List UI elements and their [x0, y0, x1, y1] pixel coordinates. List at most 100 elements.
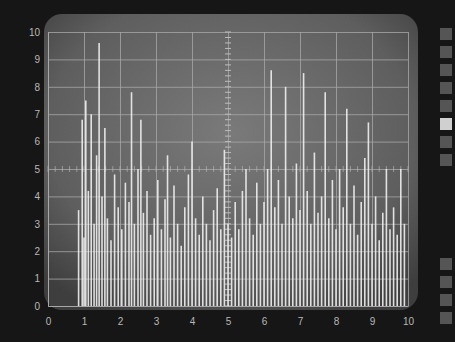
- minor-tick: [328, 166, 329, 172]
- tick-label: 6: [34, 136, 40, 147]
- tick: 3: [154, 32, 160, 327]
- minor-tick: [408, 166, 409, 172]
- minor-tick: [148, 166, 149, 172]
- tick-label: 8: [334, 316, 340, 327]
- minor-tick: [225, 125, 231, 126]
- tick-label: 2: [118, 316, 124, 327]
- spike: [364, 158, 366, 306]
- spike: [206, 224, 208, 306]
- minor-tick: [48, 166, 49, 172]
- x-axis: 012345678910: [46, 32, 415, 327]
- y-axis: 012345678910: [29, 27, 408, 312]
- minor-tick: [278, 166, 279, 172]
- minor-tick: [225, 42, 231, 43]
- spike: [143, 213, 145, 306]
- minor-tick: [225, 130, 231, 131]
- spike: [128, 202, 130, 306]
- minor-tick: [343, 166, 344, 172]
- minor-tick: [225, 152, 231, 153]
- minor-tick: [225, 32, 231, 33]
- grid-line: [48, 306, 408, 307]
- minor-tick: [225, 158, 231, 159]
- graticule: [48, 32, 408, 306]
- spike: [88, 191, 90, 306]
- spike: [104, 128, 106, 306]
- spike: [209, 240, 211, 306]
- minor-tick: [225, 48, 231, 49]
- minor-tick: [242, 166, 243, 172]
- spike: [296, 164, 298, 306]
- spike: [125, 183, 127, 306]
- minor-tick: [225, 97, 231, 98]
- spike: [198, 235, 200, 306]
- spike: [83, 238, 85, 307]
- minor-tick: [177, 166, 178, 172]
- tick: 1: [82, 32, 88, 327]
- spike: [170, 238, 172, 307]
- minor-tick: [225, 201, 231, 202]
- spike: [396, 235, 398, 306]
- spike: [332, 180, 334, 306]
- spike: [188, 174, 190, 306]
- spike: [81, 120, 83, 306]
- minor-tick: [225, 147, 231, 148]
- tick: 7: [298, 32, 304, 327]
- minor-tick: [235, 166, 236, 172]
- tick-label: 10: [403, 316, 415, 327]
- minor-tick: [220, 166, 221, 172]
- minor-tick: [76, 166, 77, 172]
- minor-tick: [156, 166, 157, 172]
- minor-tick: [225, 141, 231, 142]
- minor-tick: [62, 166, 63, 172]
- spike: [378, 240, 380, 306]
- spike: [317, 213, 319, 306]
- spike: [177, 224, 179, 306]
- tick: 8: [334, 32, 340, 327]
- spike: [256, 183, 258, 306]
- minor-tick: [249, 166, 250, 172]
- grid-line: [48, 87, 408, 88]
- spike: [98, 43, 100, 306]
- minor-tick: [225, 64, 231, 65]
- spike: [353, 185, 355, 306]
- tick-label: 4: [34, 191, 40, 202]
- spike: [389, 229, 391, 306]
- spike: [191, 142, 193, 306]
- spike: [274, 207, 276, 306]
- axis-line: [49, 306, 409, 307]
- minor-tick: [69, 166, 70, 172]
- spike: [360, 202, 362, 306]
- minor-tick: [393, 166, 394, 172]
- minor-tick: [225, 59, 231, 60]
- minor-tick: [225, 103, 231, 104]
- tick-label: 0: [34, 301, 40, 312]
- tick-label: 7: [298, 316, 304, 327]
- spike: [386, 169, 388, 306]
- minor-tick: [336, 166, 337, 172]
- spike: [324, 92, 326, 306]
- minor-tick: [225, 163, 231, 164]
- minor-tick: [225, 119, 231, 120]
- spike: [134, 224, 136, 306]
- grid-line: [48, 32, 408, 33]
- grid-line: [408, 32, 409, 306]
- spike: [260, 224, 262, 306]
- spike: [303, 73, 305, 306]
- minor-tick: [127, 166, 128, 172]
- spike: [238, 229, 240, 306]
- spike: [131, 92, 133, 306]
- side-button: [440, 312, 452, 324]
- minor-tick: [357, 166, 358, 172]
- minor-tick: [225, 92, 231, 93]
- minor-tick: [170, 166, 171, 172]
- bezel: [0, 0, 455, 342]
- side-button: [440, 100, 452, 112]
- tick: 0: [46, 32, 52, 327]
- tick-label: 7: [34, 109, 40, 120]
- spike: [96, 155, 98, 306]
- spike: [224, 150, 226, 306]
- scope-photo: 012345678910012345678910: [0, 0, 455, 342]
- tick-label: 2: [34, 246, 40, 257]
- spike: [292, 218, 294, 306]
- tick-label: 6: [262, 316, 268, 327]
